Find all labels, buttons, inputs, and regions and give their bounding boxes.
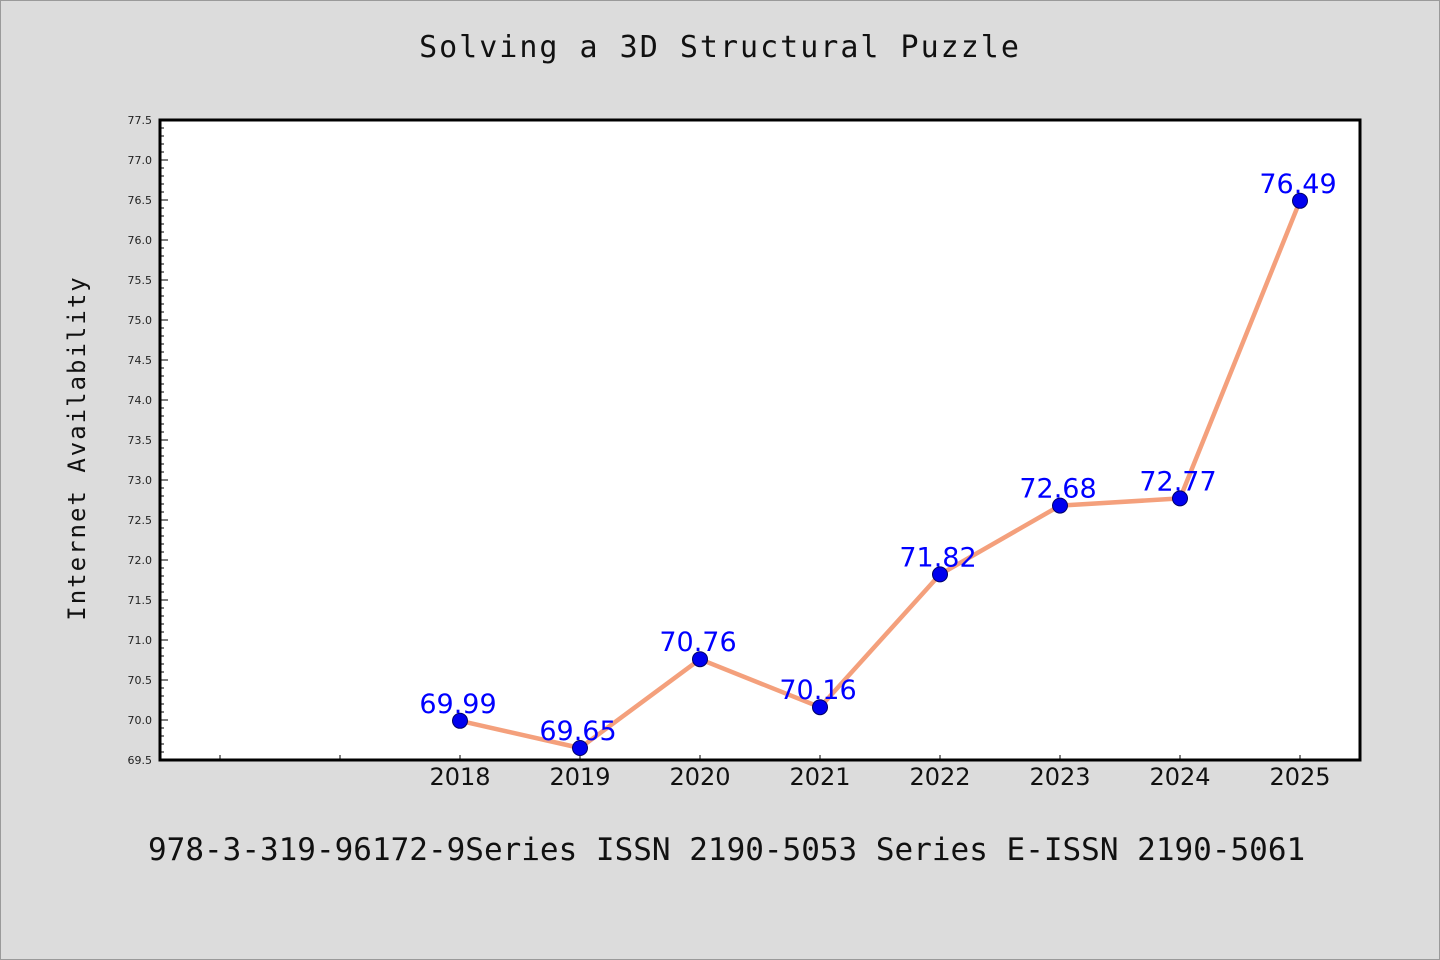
- data-point: [1172, 490, 1188, 507]
- y-tick-label: 71.0: [128, 634, 153, 647]
- data-point: [812, 699, 828, 716]
- x-tick-label: 2021: [789, 763, 850, 791]
- x-axis: 2018 2019 2020 2021 2022 2023 2024 2025: [219, 755, 1331, 791]
- data-point: [1292, 192, 1308, 209]
- y-tick-label: 77.5: [128, 114, 153, 127]
- y-tick-label: 71.5: [128, 594, 153, 607]
- y-tick-label: 75.5: [128, 274, 153, 287]
- x-tick-label: 2024: [1149, 763, 1210, 791]
- data-label: 76.49: [1259, 169, 1336, 200]
- series: 69.99 69.65 70.76 70.16 71.82 72.68 72.77 76.49: [419, 169, 1337, 756]
- x-tick-label: 2022: [909, 763, 970, 791]
- data-point: [572, 740, 588, 756]
- x-tick-label: 2020: [669, 763, 730, 791]
- y-tick-label: 74.5: [128, 354, 153, 367]
- y-tick-label: 72.0: [128, 554, 153, 567]
- y-tick-label: 76.0: [128, 234, 153, 247]
- chart-title: Solving a 3D Structural Puzzle: [419, 30, 1021, 65]
- data-label: 71.82: [899, 542, 976, 573]
- y-tick-label: 74.0: [128, 394, 153, 407]
- x-tick-label: 2023: [1029, 763, 1090, 791]
- y-tick-label: 73.5: [128, 434, 153, 447]
- data-point: [452, 712, 468, 729]
- x-tick-label: 2025: [1269, 763, 1330, 791]
- y-axis-label: Internet Availability: [63, 275, 91, 620]
- x-tick-label: 2019: [549, 763, 610, 791]
- data-label: 69.99: [419, 689, 496, 720]
- data-label: 72.77: [1139, 466, 1216, 497]
- y-tick-label: 73.0: [128, 474, 153, 487]
- series-line: [457, 198, 1303, 751]
- data-point: [1052, 497, 1068, 514]
- y-tick-label: 70.5: [128, 674, 153, 687]
- footer-text: 978-3-319-96172-9Series ISSN 2190-5053 S…: [148, 832, 1306, 868]
- y-tick-label: 72.5: [128, 514, 153, 527]
- x-tick-label: 2018: [429, 763, 490, 791]
- data-point: [932, 566, 948, 583]
- data-label: 70.76: [659, 627, 736, 658]
- data-label: 69.65: [539, 716, 616, 747]
- y-tick-label: 75.0: [128, 314, 153, 327]
- data-label: 72.68: [1019, 474, 1096, 505]
- y-tick-label: 77.0: [128, 154, 153, 167]
- y-axis: 69.5 70.0 70.5 71.0 71.5 72.0 72.5 73.0 73.5 74.0…: [128, 114, 168, 767]
- data-point: [692, 651, 708, 668]
- y-tick-label: 69.5: [128, 754, 153, 767]
- y-tick-label: 70.0: [128, 714, 153, 727]
- data-label: 70.16: [779, 675, 856, 706]
- plot-area: [158, 118, 1362, 762]
- y-tick-label: 76.5: [128, 194, 153, 207]
